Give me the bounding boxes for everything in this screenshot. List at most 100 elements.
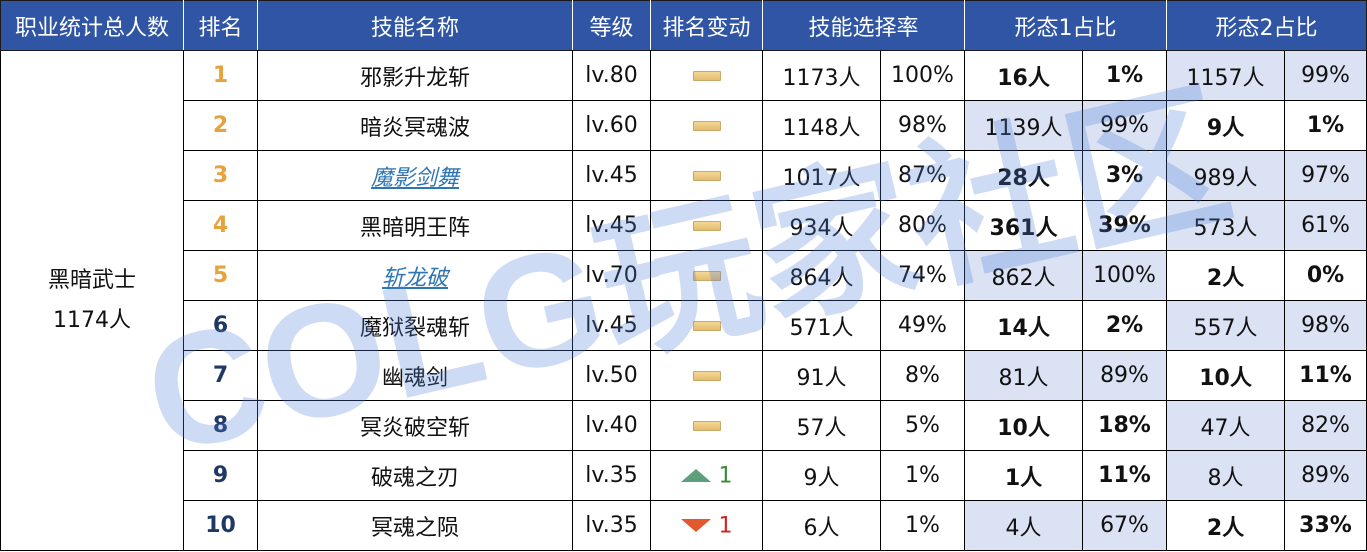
selection-count: 6人: [762, 500, 881, 551]
rank-change-cell: 1: [650, 500, 763, 551]
selection-pct: 87%: [879, 150, 966, 201]
header-skill-name: 技能名称: [257, 0, 573, 51]
table-row: 6 魔狱裂魂斩 lv.45 571人 49% 14人 2% 557人 98%: [1, 300, 1367, 351]
form1-pct: 39%: [1082, 200, 1168, 251]
selection-pct: 49%: [879, 300, 966, 351]
skill-name-cell: 冥魂之陨: [257, 500, 573, 551]
form1-count: 28人: [964, 150, 1084, 201]
form1-pct: 2%: [1082, 300, 1168, 351]
selection-count: 9人: [762, 450, 881, 501]
rank-change-number: 1: [718, 513, 733, 539]
form1-count: 862人: [964, 250, 1084, 301]
table-row: 5 斩龙破 lv.70 864人 74% 862人 100% 2人 0%: [1, 250, 1367, 301]
header-form1: 形态1占比: [964, 0, 1168, 51]
table-row: 9 破魂之刃 lv.35 1 9人 1% 1人 11% 8人 89%: [1, 450, 1367, 501]
skill-name-cell: 黑暗明王阵: [257, 200, 573, 251]
form2-count: 1157人: [1166, 50, 1286, 101]
level-cell: lv.45: [572, 300, 651, 351]
form2-pct: 97%: [1284, 150, 1367, 201]
form2-pct: 0%: [1284, 250, 1367, 301]
form1-pct: 99%: [1082, 100, 1168, 151]
form1-count: 16人: [964, 50, 1084, 101]
level-cell: lv.80: [572, 50, 651, 101]
table-row: 7 幽魂剑 lv.50 91人 8% 81人 89% 10人 11%: [1, 350, 1367, 401]
header-level: 等级: [572, 0, 651, 51]
skill-name-cell: 破魂之刃: [257, 450, 573, 501]
rank-change-cell: [650, 350, 763, 401]
class-total: 1174人: [53, 307, 131, 333]
level-cell: lv.60: [572, 100, 651, 151]
skill-name-cell: 幽魂剑: [257, 350, 573, 401]
header-total: 职业统计总人数: [0, 0, 184, 51]
rank-cell: 5: [183, 250, 258, 301]
rank-change-cell: [650, 200, 763, 251]
selection-pct: 98%: [879, 100, 966, 151]
level-cell: lv.70: [572, 250, 651, 301]
selection-pct: 5%: [879, 400, 966, 451]
skill-name-cell: 邪影升龙斩: [257, 50, 573, 101]
rank-cell: 2: [183, 100, 258, 151]
form2-count: 9人: [1166, 100, 1286, 151]
form1-count: 4人: [964, 500, 1084, 551]
rank-cell: 6: [183, 300, 258, 351]
selection-count: 91人: [762, 350, 881, 401]
selection-pct: 74%: [879, 250, 966, 301]
header-rank-change: 排名变动: [650, 0, 763, 51]
rank-change-cell: [650, 250, 763, 301]
no-change-icon: [692, 171, 721, 181]
selection-count: 1017人: [762, 150, 881, 201]
selection-pct: 80%: [879, 200, 966, 251]
level-cell: lv.35: [572, 500, 651, 551]
form1-count: 14人: [964, 300, 1084, 351]
form2-count: 8人: [1166, 450, 1286, 501]
form1-pct: 3%: [1082, 150, 1168, 201]
table-row: 4 黑暗明王阵 lv.45 934人 80% 361人 39% 573人 61%: [1, 200, 1367, 251]
level-cell: lv.45: [572, 150, 651, 201]
form2-pct: 11%: [1284, 350, 1367, 401]
rank-change-cell: 1: [650, 450, 763, 501]
skill-name-cell: 暗炎冥魂波: [257, 100, 573, 151]
skill-name-link[interactable]: 魔影剑舞: [370, 165, 459, 191]
rank-cell: 4: [183, 200, 258, 251]
no-change-icon: [692, 71, 721, 81]
rank-down-icon: [680, 519, 711, 533]
no-change-icon: [692, 321, 721, 331]
selection-pct: 8%: [879, 350, 966, 401]
header-form2: 形态2占比: [1166, 0, 1367, 51]
rank-cell: 3: [183, 150, 258, 201]
selection-count: 571人: [762, 300, 881, 351]
form2-pct: 33%: [1284, 500, 1367, 551]
form1-pct: 67%: [1082, 500, 1168, 551]
form2-count: 573人: [1166, 200, 1286, 251]
skill-name-cell: 魔狱裂魂斩: [257, 300, 573, 351]
skill-name-link[interactable]: 斩龙破: [381, 265, 448, 291]
form2-count: 2人: [1166, 250, 1286, 301]
form2-pct: 99%: [1284, 50, 1367, 101]
form1-pct: 18%: [1082, 400, 1168, 451]
rank-cell: 9: [183, 450, 258, 501]
rank-change-cell: [650, 300, 763, 351]
rank-up-icon: [680, 469, 711, 483]
selection-count: 864人: [762, 250, 881, 301]
form2-pct: 82%: [1284, 400, 1367, 451]
form1-pct: 100%: [1082, 250, 1168, 301]
level-cell: lv.35: [572, 450, 651, 501]
rank-cell: 8: [183, 400, 258, 451]
form2-pct: 1%: [1284, 100, 1367, 151]
form2-count: 47人: [1166, 400, 1286, 451]
class-name: 黑暗武士: [47, 267, 136, 293]
form1-pct: 89%: [1082, 350, 1168, 401]
table-row: 2 暗炎冥魂波 lv.60 1148人 98% 1139人 99% 9人 1%: [1, 100, 1367, 151]
header-selection-rate: 技能选择率: [761, 0, 966, 51]
table-body: 黑暗武士 1174人 1 邪影升龙斩 lv.80 1173人 100% 16人 1% 1157人 9…: [0, 50, 1367, 551]
form2-count: 989人: [1166, 150, 1286, 201]
selection-count: 1148人: [762, 100, 881, 151]
level-cell: lv.50: [572, 350, 651, 401]
no-change-icon: [692, 271, 721, 281]
selection-pct: 1%: [879, 450, 966, 501]
rank-cell: 1: [183, 50, 258, 101]
form1-count: 361人: [964, 200, 1084, 251]
form2-count: 10人: [1166, 350, 1286, 401]
